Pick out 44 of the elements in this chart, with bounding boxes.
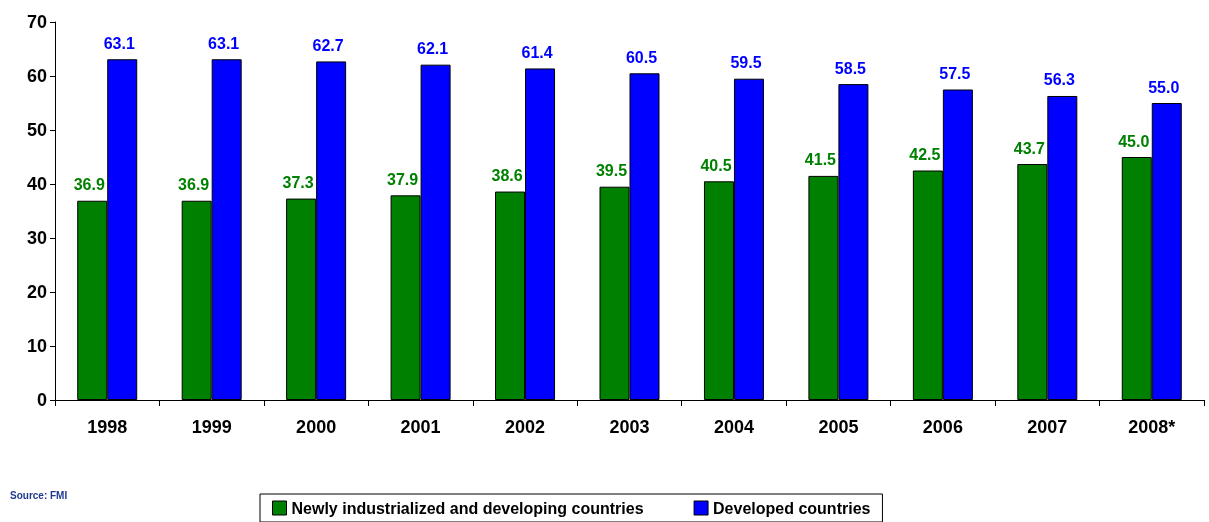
- x-tick-label: 2007: [1027, 417, 1068, 437]
- y-tick-label: 70: [26, 12, 47, 32]
- x-tick-label: 2001: [400, 417, 441, 437]
- x-tick-label: 2004: [713, 417, 754, 437]
- y-tick-label: 60: [26, 66, 47, 86]
- data-label: 58.5: [834, 59, 867, 77]
- data-label: 57.5: [939, 65, 971, 82]
- x-tick-label: 2008*: [1128, 417, 1176, 437]
- data-label: 40.5: [700, 156, 732, 174]
- y-tick-label: 10: [26, 336, 47, 356]
- data-label: 63.1: [208, 34, 240, 52]
- source-note: Source: FMI: [10, 489, 68, 501]
- data-label: 38.6: [491, 167, 523, 185]
- data-label: 45.0: [1118, 132, 1150, 150]
- data-label: 55.0: [1148, 78, 1180, 96]
- data-label: 56.3: [1043, 71, 1075, 89]
- data-label: 59.5: [730, 54, 762, 72]
- y-tick-label: 20: [26, 282, 47, 302]
- data-label: 61.4: [521, 43, 553, 61]
- data-label: 62.7: [312, 36, 344, 54]
- x-tick-label: 1999: [191, 417, 232, 437]
- legend-label: Newly industrialized and developing countries: [291, 499, 644, 517]
- data-label: 60.5: [625, 48, 658, 66]
- x-tick-label: 2002: [505, 417, 546, 437]
- data-label: 36.9: [73, 176, 105, 194]
- legend-label: Developed countries: [713, 499, 871, 517]
- y-tick-label: 40: [26, 174, 47, 194]
- data-label: 37.3: [282, 174, 314, 192]
- x-tick-label: 2000: [296, 417, 337, 437]
- data-label: 42.5: [909, 146, 941, 163]
- data-label: 41.5: [804, 151, 837, 169]
- data-label: 39.5: [595, 162, 628, 180]
- data-label: 43.7: [1013, 139, 1045, 157]
- y-tick-label: 0: [36, 390, 47, 410]
- x-tick-label: 2006: [922, 417, 963, 437]
- x-tick-label: 1998: [87, 417, 128, 437]
- x-tick-label: 2003: [609, 417, 650, 437]
- data-label: 62.1: [417, 40, 449, 58]
- data-label: 37.9: [387, 170, 419, 188]
- y-tick-label: 50: [26, 120, 47, 140]
- data-label: 63.1: [103, 34, 135, 52]
- data-label: 36.9: [178, 176, 210, 194]
- x-tick-label: 2005: [818, 417, 859, 437]
- y-tick-label: 30: [26, 228, 47, 248]
